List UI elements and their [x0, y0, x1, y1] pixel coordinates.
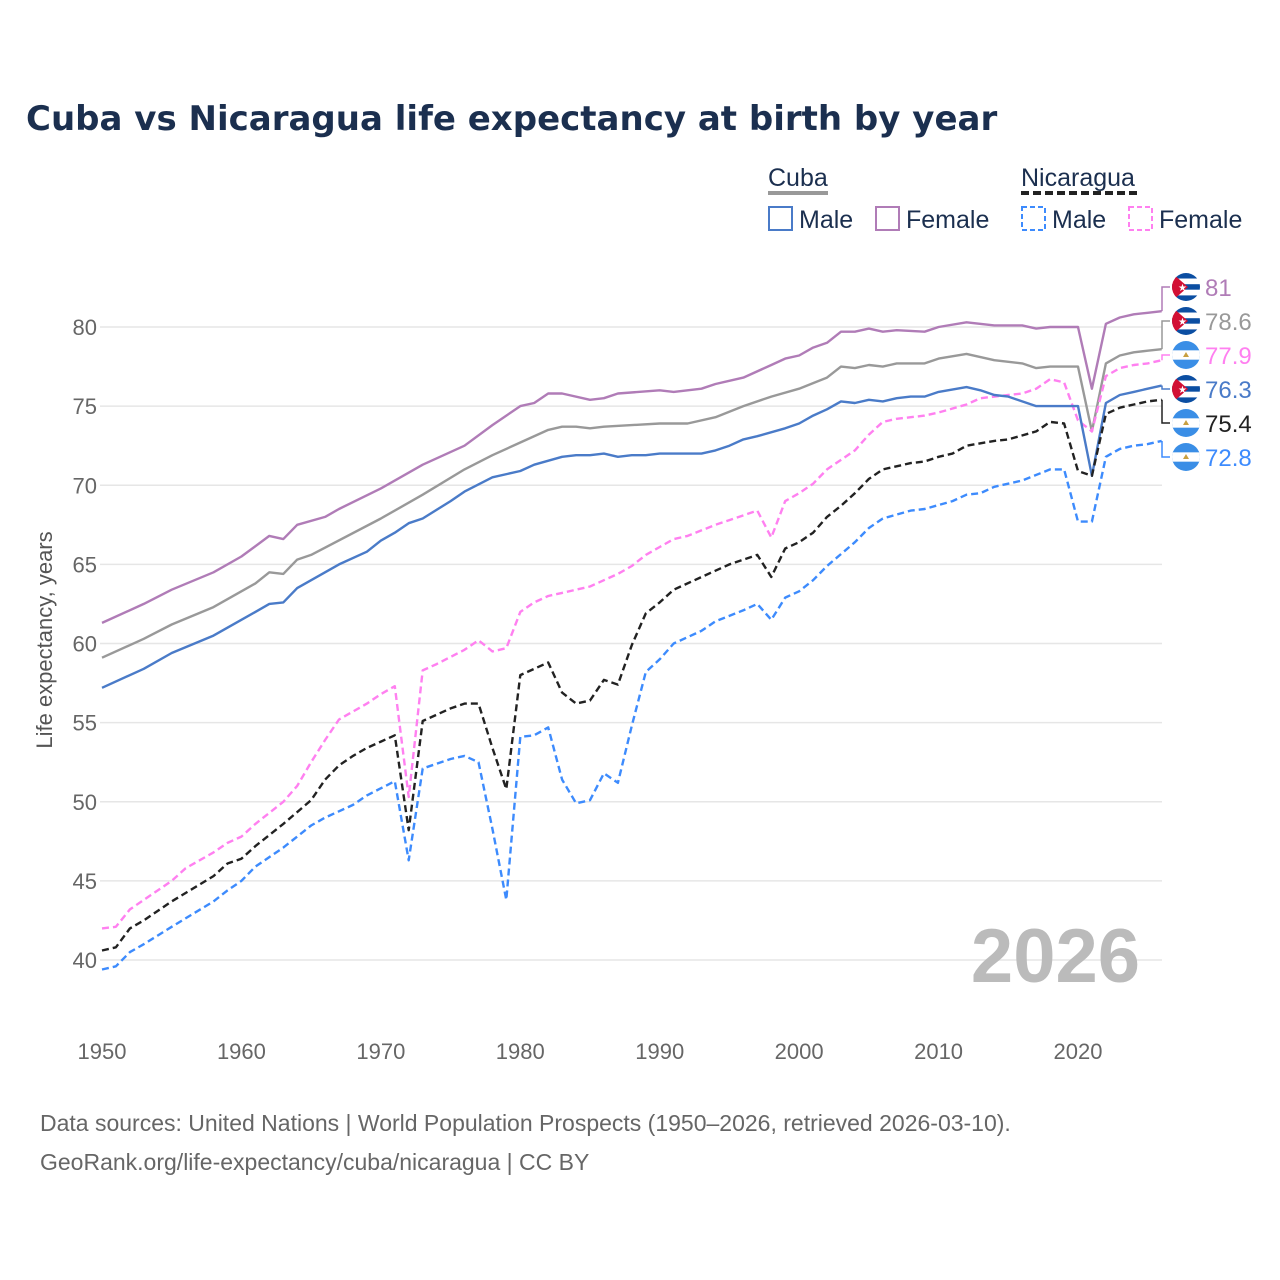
x-axis-ticks: 1950 1960 1970 1980 1990 2000 2010 2020 [78, 1039, 1103, 1064]
nicaragua-flag-icon [1172, 341, 1200, 369]
end-label-connector [1161, 320, 1170, 350]
nicaragua-flag-icon [1172, 443, 1200, 471]
legend-group-cuba: Cuba [768, 164, 828, 192]
y-tick-label: 45 [73, 869, 97, 894]
legend-item-cuba-male[interactable]: Male [799, 206, 853, 234]
legend-item-nicaragua-male[interactable]: Male [1052, 206, 1106, 234]
svg-text:★: ★ [1178, 283, 1187, 294]
year-watermark: 2026 [971, 914, 1140, 999]
svg-text:★: ★ [1178, 317, 1187, 328]
nicaragua-flag-icon [1172, 409, 1200, 437]
y-axis-label: Life expectancy, years [32, 531, 57, 748]
legend-swatch [1128, 206, 1153, 231]
cuba-flag-icon: ★ [1172, 307, 1200, 335]
end-label-connector [1161, 385, 1170, 390]
y-axis-ticks: 40 45 50 55 60 65 70 75 80 [73, 315, 97, 973]
y-tick-label: 75 [73, 394, 97, 419]
legend-item-nicaragua-female[interactable]: Female [1159, 206, 1242, 234]
series-line-nicaragua-female [101, 359, 1162, 930]
legend-item-cuba-female[interactable]: Female [906, 206, 989, 234]
x-tick-label: 1990 [635, 1039, 684, 1064]
cuba-flag-icon: ★ [1172, 273, 1200, 301]
x-tick-label: 1960 [217, 1039, 266, 1064]
end-value-label: 72.8 [1205, 445, 1252, 472]
y-tick-label: 70 [73, 473, 97, 498]
end-label-connector [1161, 286, 1170, 312]
cuba-flag-icon: ★ [1172, 375, 1200, 403]
y-tick-label: 50 [73, 790, 97, 815]
series-line-cuba-male [101, 384, 1162, 689]
y-tick-label: 80 [73, 315, 97, 340]
series-line-cuba [101, 348, 1162, 659]
legend: Cuba Male Female Nicaragua Male Female [768, 164, 1242, 234]
series-line-nicaragua-male [101, 439, 1162, 971]
x-tick-label: 1980 [496, 1039, 545, 1064]
x-tick-label: 1950 [78, 1039, 127, 1064]
y-tick-label: 65 [73, 552, 97, 577]
series-line-cuba-female [101, 310, 1162, 624]
end-value-label: 81 [1205, 275, 1232, 302]
legend-group-nicaragua: Nicaragua [1021, 164, 1135, 192]
x-tick-label: 2010 [914, 1039, 963, 1064]
end-value-label: 76.3 [1205, 377, 1252, 404]
end-label-connector [1161, 399, 1170, 424]
source-url[interactable]: GeoRank.org/life-expectancy/cuba/nicarag… [40, 1149, 589, 1175]
end-label-connector [1161, 440, 1170, 458]
end-labels: ★ 81 ★ 78.6 77.9 ★ 76.3 75.4 72.8 [1161, 273, 1252, 472]
y-tick-label: 40 [73, 948, 97, 973]
legend-swatch [768, 206, 793, 231]
series-lines [101, 310, 1162, 971]
end-value-label: 78.6 [1205, 309, 1252, 336]
series-line-nicaragua [101, 398, 1162, 952]
x-tick-label: 1970 [356, 1039, 405, 1064]
legend-swatch [875, 206, 900, 231]
legend-swatch [1021, 206, 1046, 231]
end-value-label: 77.9 [1205, 343, 1252, 370]
chart-title: Cuba vs Nicaragua life expectancy at bir… [26, 99, 997, 139]
x-tick-label: 2000 [775, 1039, 824, 1064]
end-label-connector [1161, 354, 1170, 361]
gridlines [100, 326, 1162, 961]
source-text: Data sources: United Nations | World Pop… [40, 1110, 1011, 1136]
svg-text:★: ★ [1178, 385, 1187, 396]
end-value-label: 75.4 [1205, 411, 1252, 438]
y-tick-label: 55 [73, 711, 97, 736]
x-tick-label: 2020 [1054, 1039, 1103, 1064]
y-tick-label: 60 [73, 632, 97, 657]
